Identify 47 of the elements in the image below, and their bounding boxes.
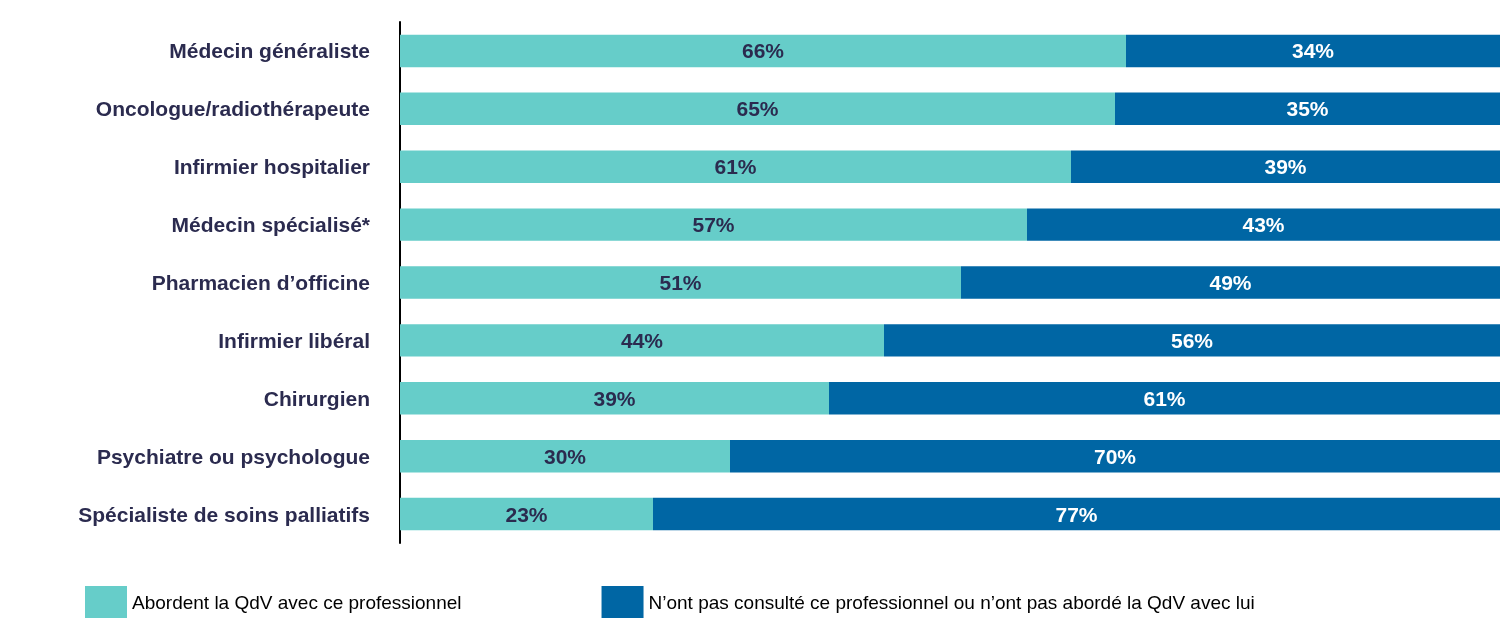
data-label: 44%	[620, 328, 664, 352]
y-tick-label: Médecin spécialisé*	[171, 213, 371, 237]
legend-label: Abordent la QdV avec ce professionnel	[132, 591, 462, 613]
bar	[653, 497, 1500, 531]
data-label: 30%	[543, 444, 587, 468]
bar	[400, 34, 1126, 68]
y-tick-label: Infirmier libéral	[218, 328, 370, 352]
data-label: 61%	[714, 155, 757, 179]
data-label: 70%	[1093, 444, 1137, 468]
data-label: 23%	[505, 502, 548, 526]
y-tick-label: Médecin généraliste	[169, 39, 370, 63]
y-tick-label: Oncologue/radiothérapeute	[95, 97, 370, 121]
data-label: 77%	[1055, 502, 1098, 526]
bar	[400, 208, 1027, 241]
bar	[730, 439, 1500, 473]
data-label: 65%	[736, 97, 779, 121]
bar	[1126, 34, 1500, 68]
y-tick-label: Chirurgien	[263, 386, 370, 410]
data-label: 35%	[1286, 97, 1329, 121]
bar	[884, 324, 1500, 357]
bar	[400, 92, 1115, 126]
bar	[1027, 208, 1500, 241]
data-label: 34%	[1291, 39, 1335, 63]
bar	[400, 439, 730, 473]
data-label: 56%	[1170, 328, 1214, 352]
y-tick-label: Spécialiste de soins palliatifs	[78, 502, 370, 526]
data-label: 39%	[593, 386, 636, 410]
bar	[829, 382, 1500, 415]
bar	[400, 324, 884, 357]
data-label: 39%	[1264, 155, 1307, 179]
legend-label: N’ont pas consulté ce professionnel ou n’ont pas abordé la QdV avec lui	[648, 591, 1255, 613]
data-label: 51%	[659, 271, 702, 294]
bar	[400, 266, 961, 299]
y-tick-label: Pharmacien d’officine	[151, 271, 370, 294]
bar	[1115, 92, 1500, 126]
bar	[400, 150, 1071, 183]
y-tick-label: Psychiatre ou psychologue	[96, 444, 370, 468]
bar	[961, 266, 1500, 299]
data-label: 49%	[1209, 271, 1252, 294]
bar	[400, 497, 653, 531]
data-label: 61%	[1143, 386, 1186, 410]
data-label: 43%	[1242, 213, 1285, 237]
bar	[400, 382, 829, 415]
bar	[1071, 150, 1500, 183]
data-label: 57%	[692, 213, 735, 237]
y-tick-label: Infirmier hospitalier	[173, 155, 370, 179]
data-label: 66%	[741, 39, 785, 63]
